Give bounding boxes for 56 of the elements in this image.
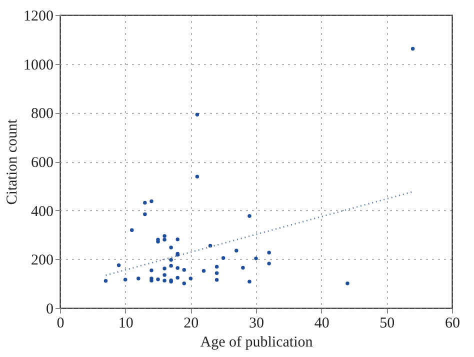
point [254, 256, 258, 260]
point [410, 46, 415, 51]
point [162, 278, 166, 283]
x-tick-label: 40 [314, 316, 330, 332]
point [176, 238, 180, 242]
y-tick-label: 600 [31, 155, 54, 171]
point [116, 263, 121, 268]
point [176, 276, 180, 280]
point [150, 268, 154, 272]
point [234, 248, 238, 252]
point [104, 279, 108, 283]
point [169, 264, 173, 268]
y-tick-label: 400 [31, 204, 54, 220]
point [130, 228, 134, 232]
x-axis-title: Age of publication [200, 334, 314, 350]
point [156, 278, 160, 282]
point [214, 278, 219, 282]
point [143, 212, 147, 216]
point [188, 276, 193, 280]
point [221, 256, 226, 260]
x-tick-label: 20 [184, 316, 199, 332]
point [202, 269, 206, 273]
point [150, 199, 154, 204]
point [214, 271, 219, 275]
y-axis-title: Citation count [4, 118, 20, 205]
y-tick-label: 0 [46, 302, 54, 318]
point [241, 266, 245, 270]
y-tick-label: 800 [31, 106, 54, 122]
point [162, 238, 166, 242]
point [176, 266, 180, 270]
point [123, 278, 128, 282]
x-tick-label: 30 [249, 316, 264, 332]
point [162, 266, 166, 270]
point [182, 268, 186, 272]
point [214, 264, 219, 269]
point [267, 250, 271, 254]
x-tick-label: 0 [56, 316, 64, 332]
point [143, 200, 147, 205]
point [248, 280, 252, 284]
y-tick-label: 1000 [24, 57, 54, 74]
point [169, 246, 173, 250]
x-tick-label: 50 [380, 316, 395, 332]
y-tick-label: 200 [31, 252, 54, 269]
point [267, 262, 271, 266]
y-tick-label: 1200 [24, 8, 54, 24]
point [136, 276, 140, 280]
point [162, 234, 166, 238]
x-tick-label: 60 [445, 316, 460, 332]
point [195, 112, 200, 116]
point [162, 273, 166, 277]
point [182, 281, 186, 286]
point [346, 281, 350, 286]
x-tick-label: 10 [118, 316, 134, 332]
point [169, 258, 173, 262]
point [248, 214, 252, 218]
point [195, 174, 200, 179]
